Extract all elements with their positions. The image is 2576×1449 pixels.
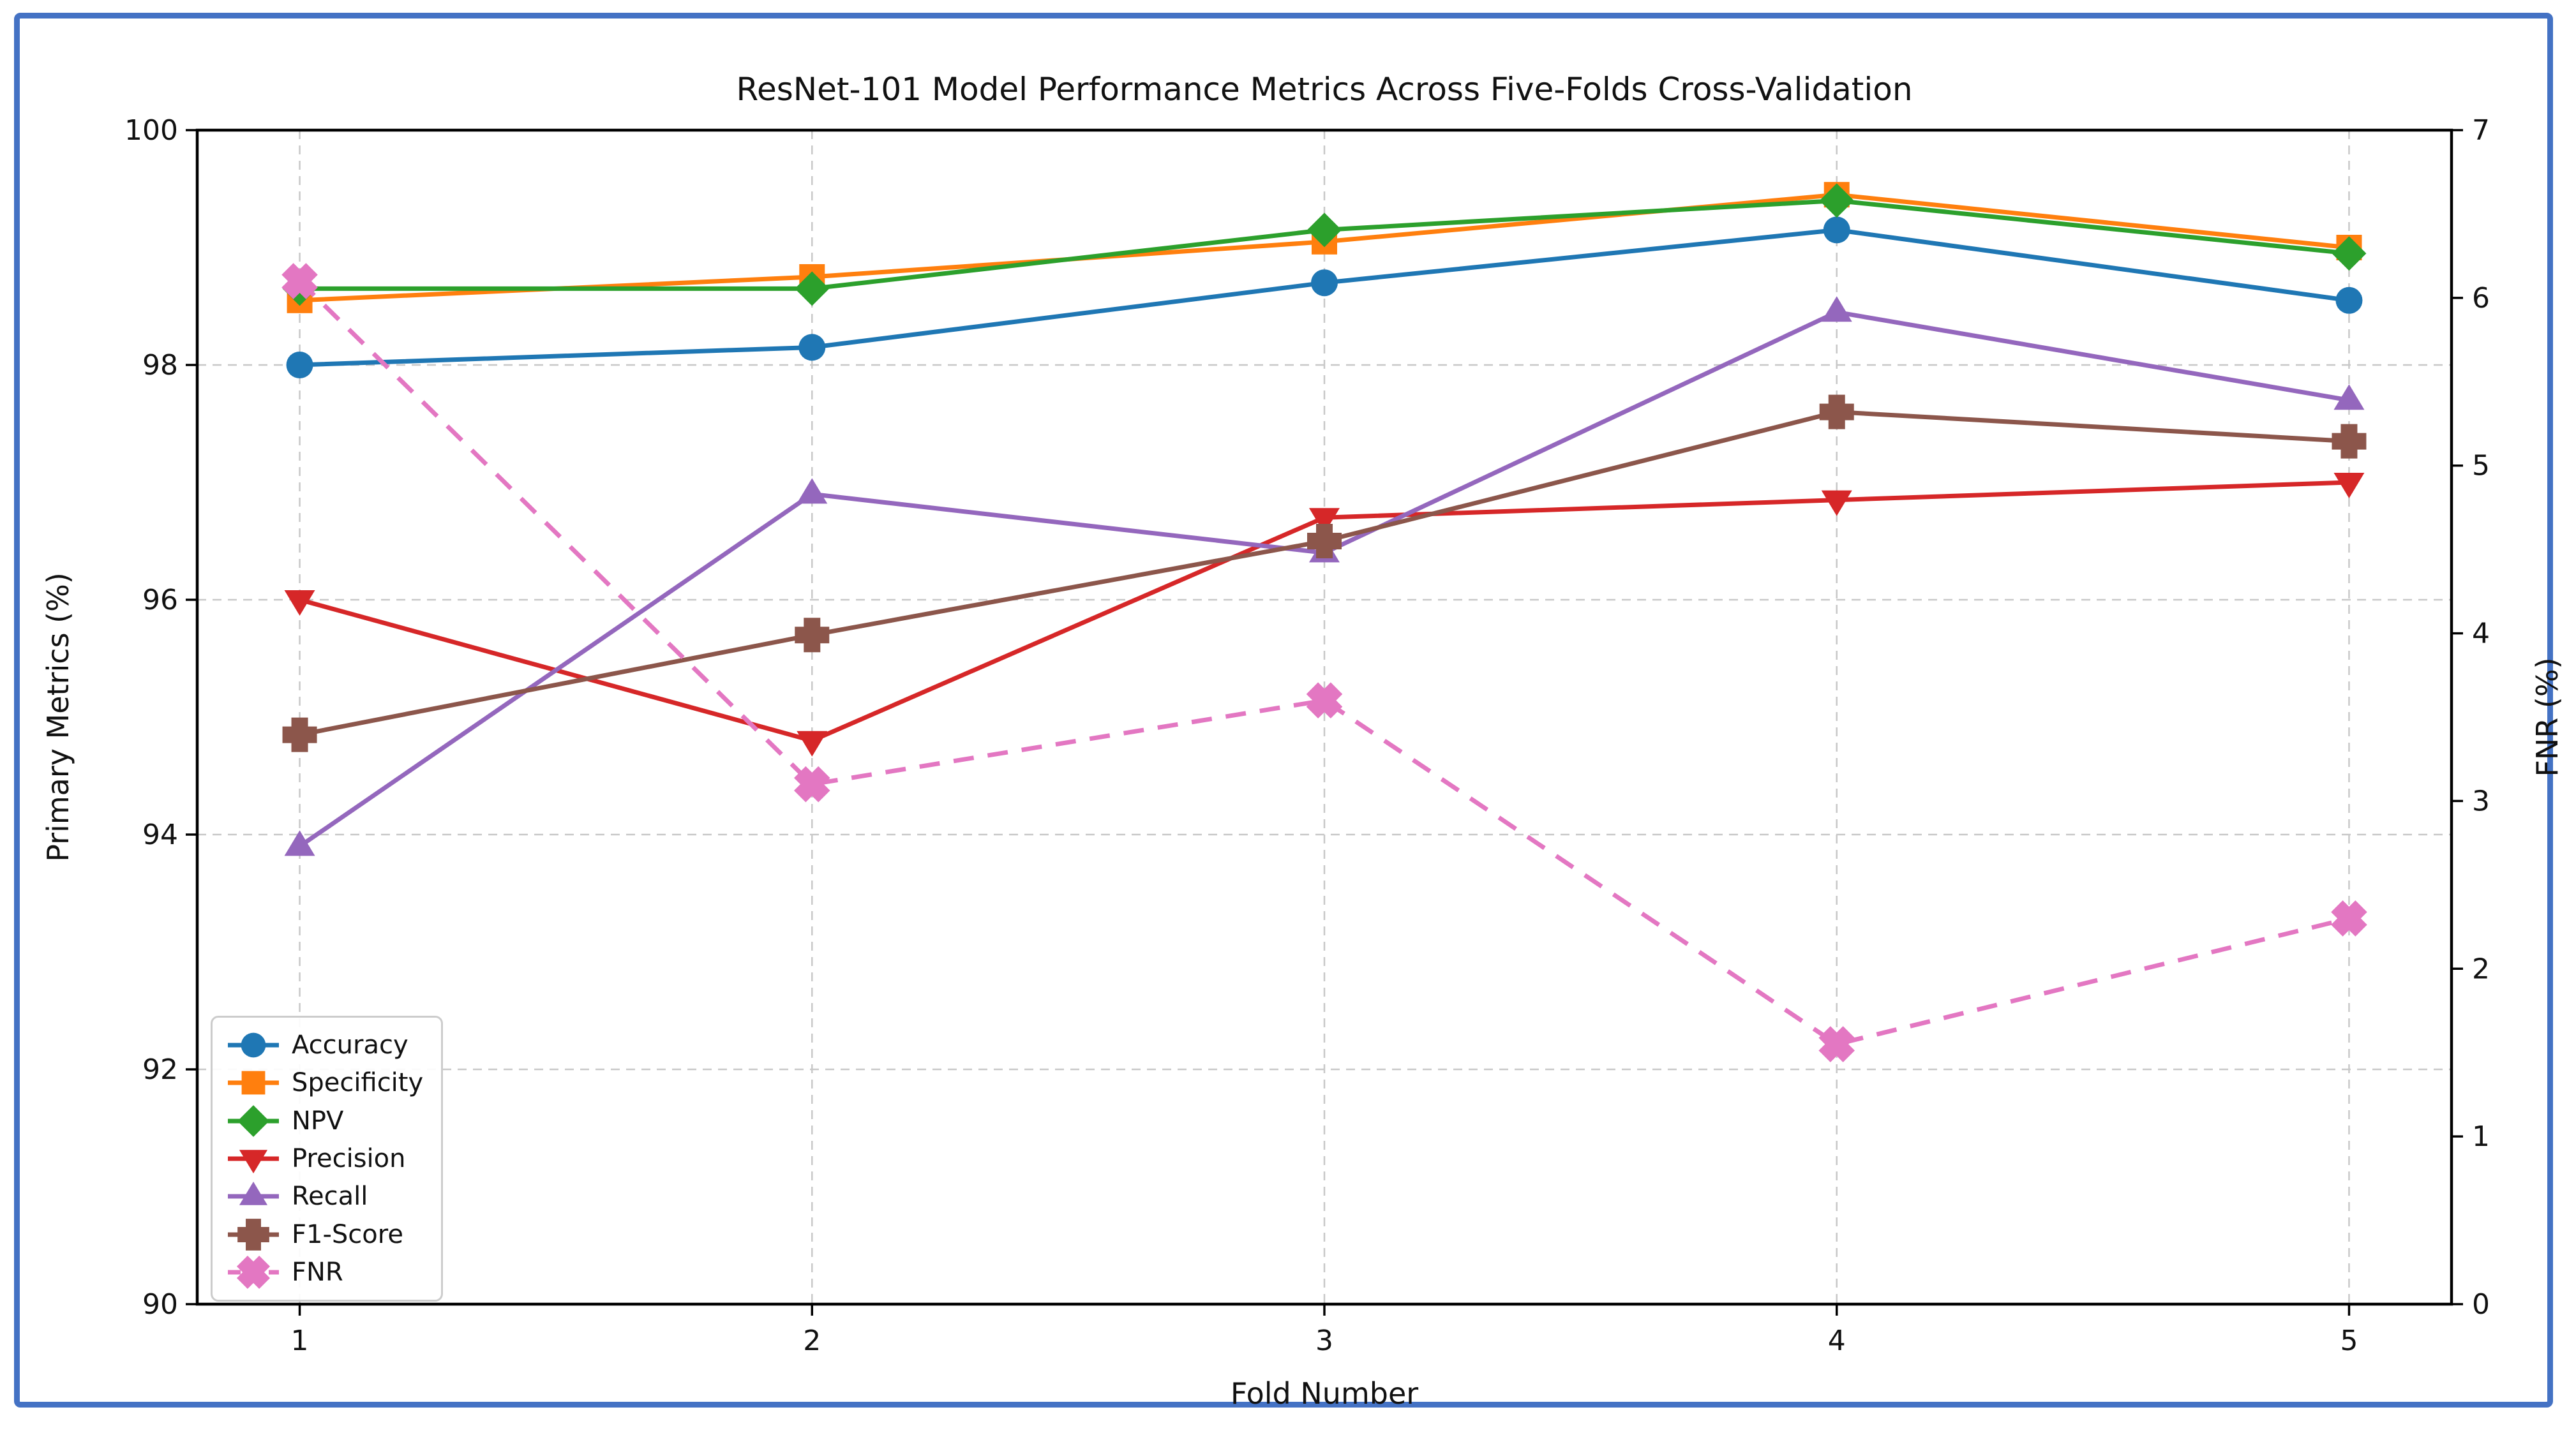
f1-score-marker-fold-1 bbox=[282, 717, 317, 752]
right-tick-label: 2 bbox=[2472, 953, 2490, 985]
legend-item-precision: Precision bbox=[227, 1141, 427, 1176]
left-tick-label: 96 bbox=[142, 584, 178, 616]
legend-label: NPV bbox=[292, 1106, 344, 1136]
series-markers-fnr bbox=[281, 263, 2367, 1062]
precision-marker-fold-4 bbox=[1821, 490, 1852, 516]
precision-legend-marker bbox=[228, 1150, 279, 1173]
tick-labels: 90 92 94 96 98 100 0 1 2 3 4 5 6 7 1 2 3 4 5 bbox=[124, 114, 2490, 1357]
legend-item-recall: Recall bbox=[227, 1179, 427, 1214]
f1-score-marker-fold-5 bbox=[2332, 424, 2367, 459]
x-tick-label: 5 bbox=[2340, 1325, 2358, 1357]
accuracy-marker-fold-5 bbox=[2335, 286, 2363, 314]
npv-marker-fold-3 bbox=[1307, 212, 1342, 248]
right-tick-label: 1 bbox=[2472, 1120, 2490, 1153]
fnr-marker-fold-3 bbox=[1306, 682, 1343, 718]
fnr-marker-fold-5 bbox=[2331, 900, 2367, 937]
recall-marker-fold-5 bbox=[2333, 384, 2365, 410]
fnr-marker-fold-4 bbox=[1818, 1026, 1855, 1062]
legend-label: Recall bbox=[292, 1182, 368, 1212]
x-axis-label: Fold Number bbox=[1230, 1376, 1419, 1411]
series-markers-f1-score bbox=[282, 394, 2367, 752]
left-tick-label: 94 bbox=[142, 819, 178, 851]
recall-marker-fold-4 bbox=[1821, 296, 1852, 322]
legend: Accuracy Specificity NPV Precision Recall F1-… bbox=[211, 1016, 443, 1302]
gridlines bbox=[197, 130, 2452, 1304]
fnr-legend-marker bbox=[228, 1255, 279, 1289]
accuracy-legend-marker bbox=[228, 1032, 279, 1058]
plot-area: 90 92 94 96 98 100 0 1 2 3 4 5 6 7 1 2 3 4 5 bbox=[124, 114, 2490, 1357]
legend-label: F1-Score bbox=[292, 1219, 403, 1249]
x-tick-label: 1 bbox=[291, 1325, 309, 1357]
right-tick-label: 0 bbox=[2472, 1288, 2490, 1321]
specificity-legend-marker bbox=[228, 1071, 279, 1095]
f1-score-marker-fold-3 bbox=[1307, 524, 1342, 558]
legend-item-npv: NPV bbox=[227, 1104, 427, 1138]
right-tick-label: 7 bbox=[2472, 114, 2490, 147]
recall-marker-fold-2 bbox=[797, 478, 828, 504]
f1-score-legend-marker bbox=[228, 1218, 279, 1251]
precision-marker-fold-5 bbox=[2333, 473, 2365, 498]
f1-score-marker-fold-2 bbox=[795, 618, 830, 653]
x-tick-label: 3 bbox=[1315, 1325, 1333, 1357]
accuracy-marker-fold-1 bbox=[286, 352, 313, 378]
left-tick-label: 92 bbox=[142, 1053, 178, 1086]
right-tick-label: 5 bbox=[2472, 450, 2490, 482]
legend-label: Specificity bbox=[292, 1068, 424, 1098]
precision-marker-fold-2 bbox=[797, 731, 828, 757]
series-markers-precision bbox=[284, 473, 2365, 757]
accuracy-marker-fold-3 bbox=[1311, 269, 1338, 297]
precision-marker-fold-3 bbox=[1309, 508, 1340, 534]
chart-title: ResNet-101 Model Performance Metrics Acr… bbox=[736, 71, 1913, 108]
legend-item-fnr: FNR bbox=[227, 1255, 427, 1289]
series-markers-accuracy bbox=[286, 216, 2363, 378]
figure-frame: ResNet-101 Model Performance Metrics Acr… bbox=[14, 13, 2565, 1411]
recall-legend-marker bbox=[228, 1182, 279, 1206]
npv-marker-fold-2 bbox=[795, 271, 830, 306]
legend-item-accuracy: Accuracy bbox=[227, 1028, 427, 1062]
npv-marker-fold-4 bbox=[1819, 183, 1854, 218]
tick-marks bbox=[186, 129, 2463, 1316]
recall-marker-fold-1 bbox=[284, 830, 315, 856]
left-tick-label: 98 bbox=[142, 349, 178, 382]
npv-marker-fold-5 bbox=[2332, 236, 2367, 271]
right-tick-label: 3 bbox=[2472, 785, 2490, 817]
legend-label: Precision bbox=[292, 1143, 406, 1173]
fnr-marker-fold-2 bbox=[793, 766, 830, 803]
accuracy-marker-fold-2 bbox=[798, 334, 826, 361]
legend-item-specificity: Specificity bbox=[227, 1066, 427, 1100]
precision-marker-fold-1 bbox=[284, 590, 315, 616]
f1-score-marker-fold-4 bbox=[1819, 394, 1854, 429]
npv-legend-marker bbox=[228, 1104, 279, 1137]
right-tick-label: 6 bbox=[2472, 282, 2490, 315]
left-tick-label: 100 bbox=[124, 114, 178, 147]
right-tick-label: 4 bbox=[2472, 618, 2490, 650]
accuracy-marker-fold-4 bbox=[1823, 216, 1850, 244]
axis-spines bbox=[195, 128, 2453, 1306]
legend-label: Accuracy bbox=[292, 1030, 408, 1060]
legend-item-f1-score: F1-Score bbox=[227, 1217, 427, 1252]
x-tick-label: 4 bbox=[1828, 1325, 1846, 1357]
left-tick-label: 90 bbox=[142, 1288, 178, 1321]
legend-label: FNR bbox=[292, 1257, 343, 1287]
x-tick-label: 2 bbox=[803, 1325, 821, 1357]
fnr-marker-fold-1 bbox=[281, 263, 318, 299]
